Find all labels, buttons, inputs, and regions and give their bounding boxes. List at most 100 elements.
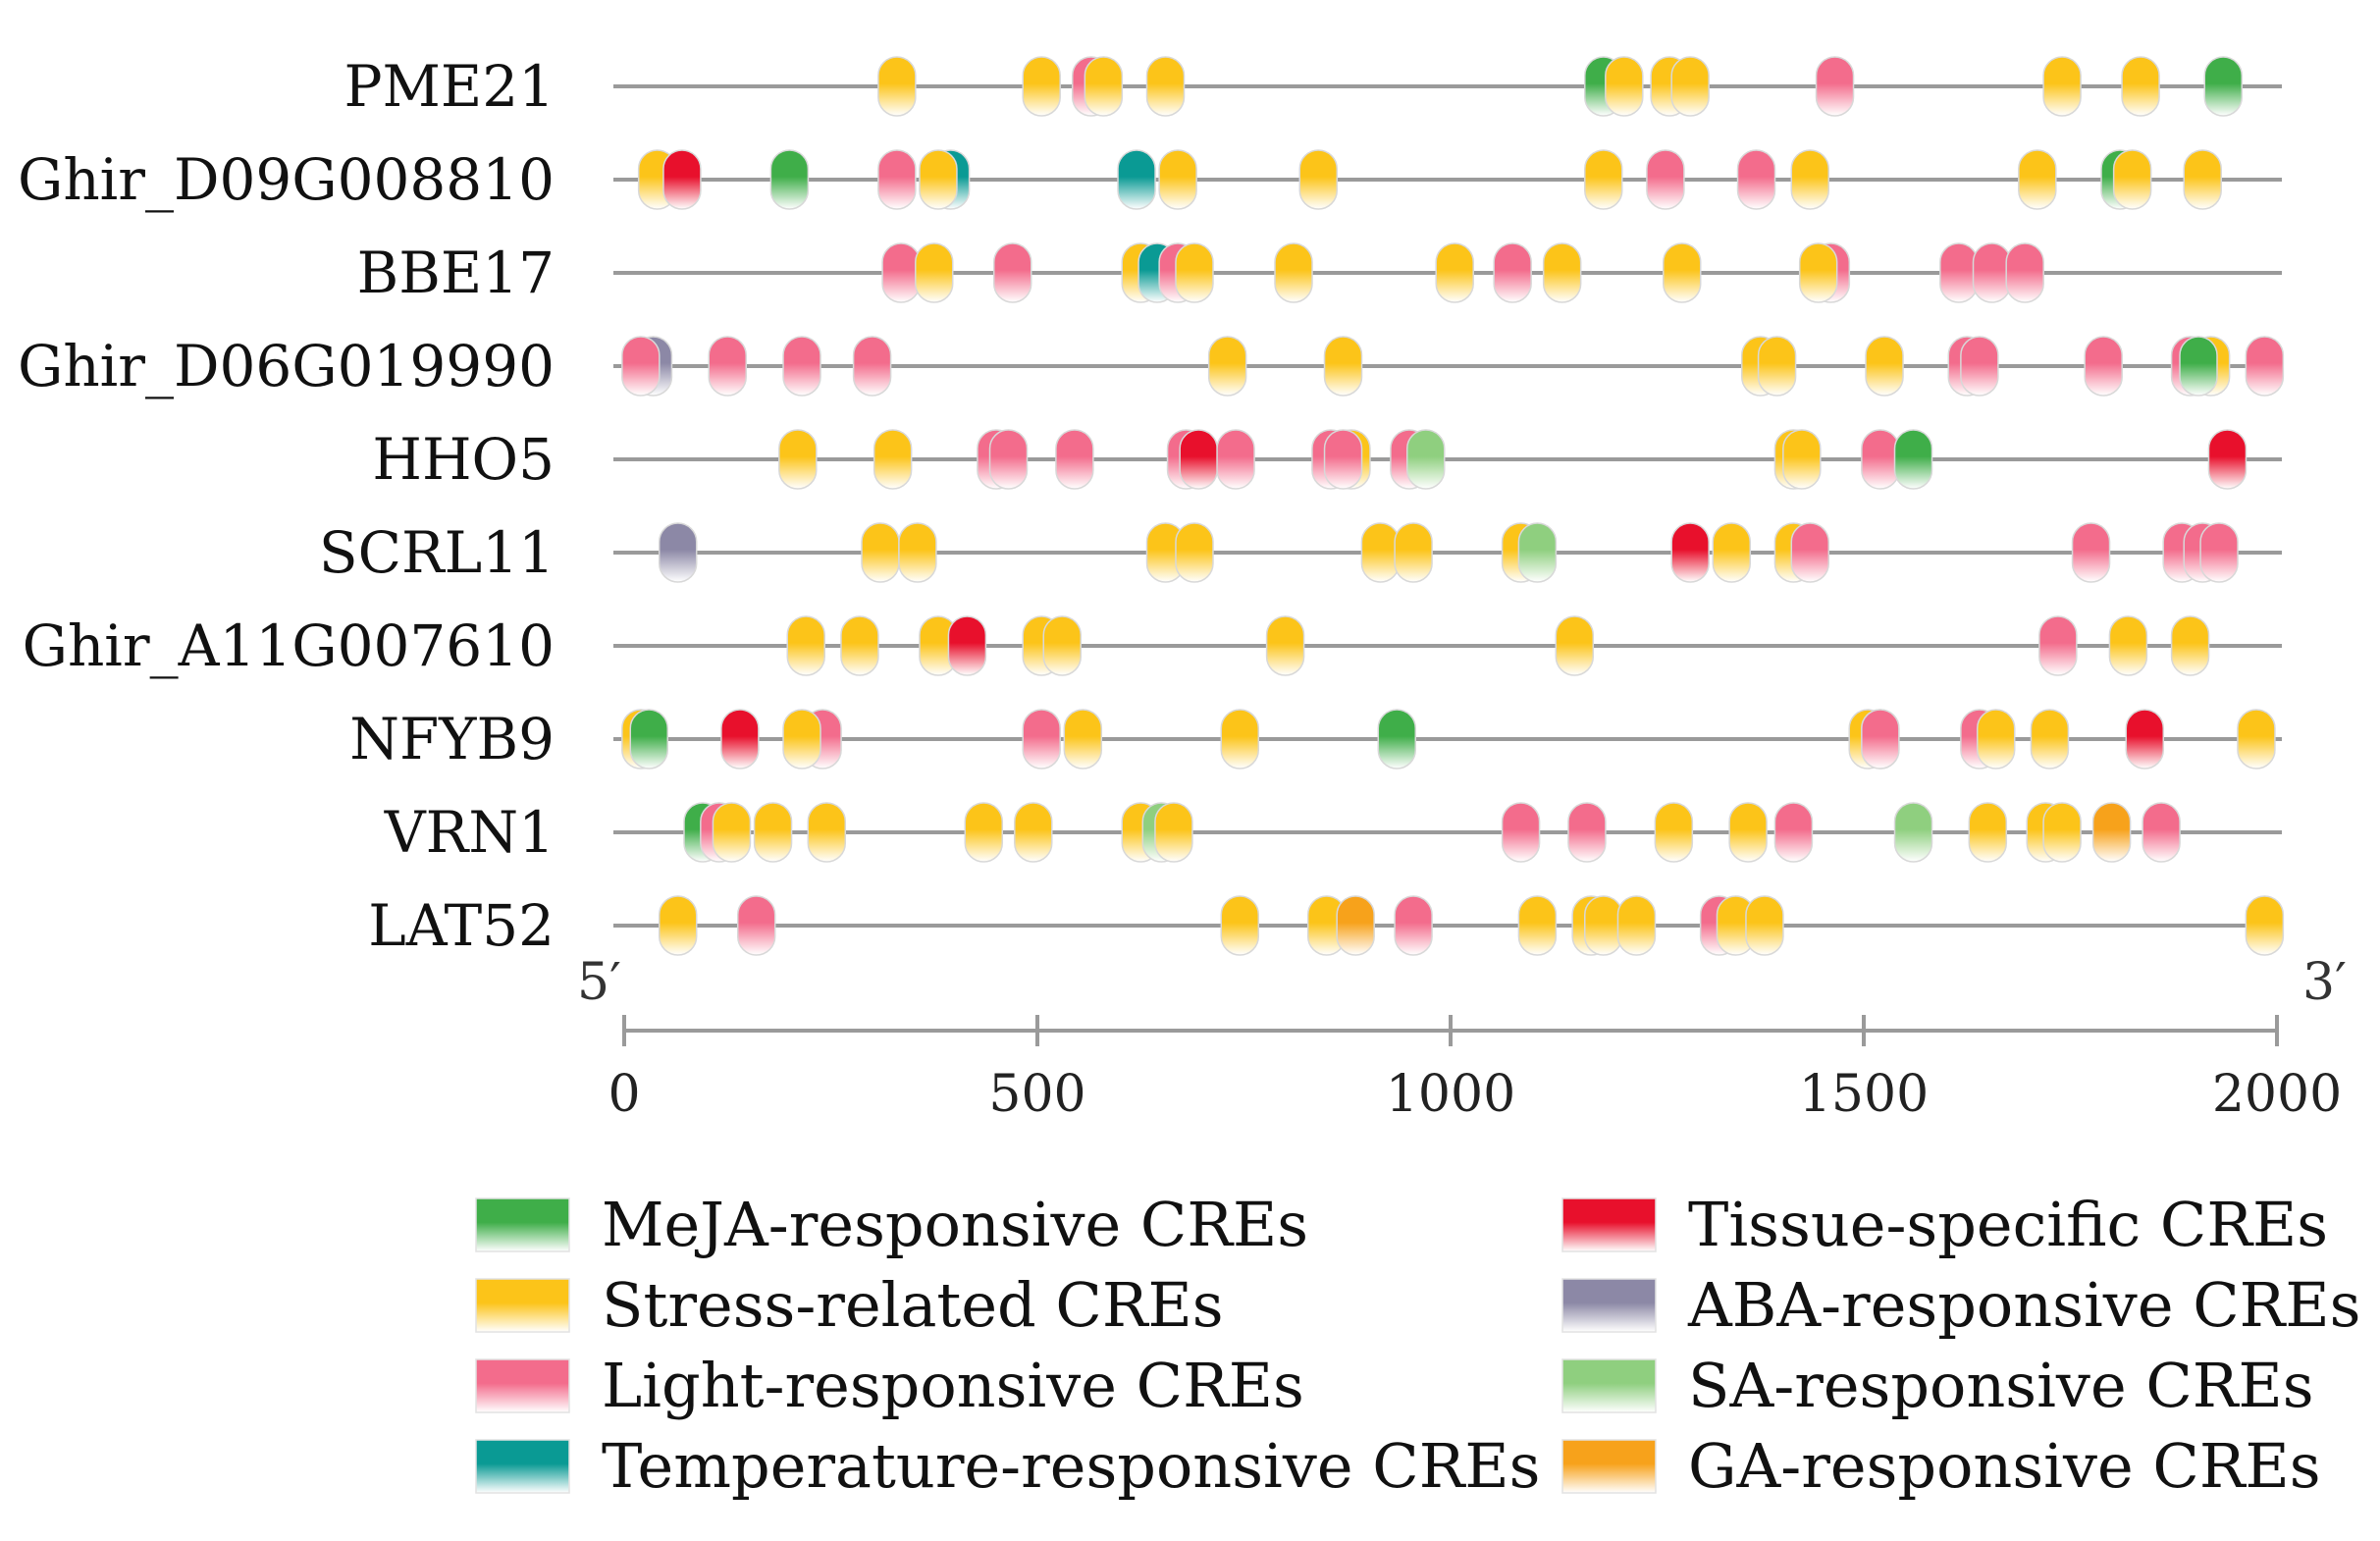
legend-swatch bbox=[1561, 1278, 1657, 1333]
light-cre-marker bbox=[2038, 615, 2078, 676]
stress-cre-marker bbox=[1712, 522, 1752, 583]
light-cre-marker bbox=[881, 242, 921, 303]
stress-cre-marker bbox=[2108, 615, 2148, 676]
legend-swatch bbox=[475, 1439, 570, 1494]
stress-cre-marker bbox=[1154, 802, 1193, 863]
gene-row: BBE17 bbox=[357, 239, 2282, 306]
gene-row: PME21 bbox=[344, 53, 2282, 120]
legend-label: MeJA-responsive CREs bbox=[602, 1189, 1308, 1260]
light-cre-marker bbox=[782, 336, 821, 397]
stress-cre-marker bbox=[1968, 802, 2008, 863]
light-cre-marker bbox=[2245, 336, 2285, 397]
light-cre-marker bbox=[1972, 242, 2012, 303]
sa-cre-marker bbox=[1893, 802, 1933, 863]
legend-item: Stress-related CREs bbox=[475, 1269, 1224, 1341]
stress-cre-marker bbox=[1084, 56, 1124, 117]
light-cre-marker bbox=[1861, 429, 1900, 490]
gene-label: LAT52 bbox=[368, 892, 555, 959]
gene-label: HHO5 bbox=[372, 426, 555, 493]
gene-row: NFYB9 bbox=[349, 706, 2282, 772]
light-cre-marker bbox=[2199, 522, 2239, 583]
legend-item: Tissue-specific CREs bbox=[1561, 1189, 2328, 1260]
light-cre-marker bbox=[2084, 336, 2123, 397]
stress-cre-marker bbox=[1757, 336, 1797, 397]
light-cre-marker bbox=[621, 336, 661, 397]
stress-cre-marker bbox=[1670, 56, 1710, 117]
stress-cre-marker bbox=[2237, 709, 2276, 770]
gene-row: Ghir_D06G019990 bbox=[18, 333, 2285, 399]
light-cre-marker bbox=[1646, 149, 1685, 210]
light-cre-marker bbox=[1790, 522, 1830, 583]
light-cre-marker bbox=[2071, 522, 2111, 583]
light-cre-marker bbox=[1493, 242, 1532, 303]
stress-cre-marker bbox=[1728, 802, 1768, 863]
legend-label: Tissue-specific CREs bbox=[1688, 1189, 2328, 1260]
sa-cre-marker bbox=[1405, 429, 1446, 490]
legend-item: Light-responsive CREs bbox=[475, 1350, 1304, 1421]
ga-cre-marker bbox=[2091, 802, 2132, 863]
legend-label: GA-responsive CREs bbox=[1688, 1430, 2321, 1502]
stress-cre-marker bbox=[1323, 336, 1363, 397]
stress-cre-marker bbox=[1782, 429, 1822, 490]
stress-cre-marker bbox=[1220, 709, 1260, 770]
stress-cre-marker bbox=[1394, 522, 1433, 583]
gene-label: Ghir_A11G007610 bbox=[23, 612, 555, 679]
legend-item: ABA-responsive CREs bbox=[1561, 1269, 2360, 1341]
sa-cre-marker bbox=[1517, 522, 1558, 583]
light-cre-marker bbox=[2005, 242, 2044, 303]
stress-cre-marker bbox=[786, 615, 825, 676]
stress-cre-marker bbox=[2245, 895, 2285, 956]
stress-cre-marker bbox=[1158, 149, 1197, 210]
stress-cre-marker bbox=[861, 522, 900, 583]
tissue-cre-marker bbox=[1179, 429, 1218, 490]
aba-cre-marker bbox=[658, 522, 698, 583]
stress-cre-marker bbox=[1145, 56, 1186, 117]
stress-cre-marker bbox=[2030, 709, 2070, 770]
gene-row: VRN1 bbox=[384, 799, 2282, 866]
stress-cre-marker bbox=[2183, 149, 2222, 210]
stress-cre-marker bbox=[1976, 709, 2016, 770]
stress-cre-marker bbox=[2018, 149, 2057, 210]
tick-label: 500 bbox=[988, 1065, 1085, 1124]
light-cre-marker bbox=[992, 242, 1032, 303]
stress-cre-marker bbox=[1616, 895, 1657, 956]
temp-cre-marker bbox=[1117, 149, 1156, 210]
light-cre-marker bbox=[852, 336, 892, 397]
stress-cre-marker bbox=[1063, 709, 1103, 770]
meja-cre-marker bbox=[2203, 56, 2244, 117]
x-axis: 5′ 3′ 0 500 1000 1500 2000 bbox=[577, 953, 2347, 1124]
legend: MeJA-responsive CREs Stress-related CREs L… bbox=[475, 1189, 2360, 1502]
stress-cre-marker bbox=[1517, 895, 1558, 956]
stress-cre-marker bbox=[1798, 242, 1838, 303]
gene-row: Ghir_D09G008810 bbox=[18, 146, 2282, 213]
tick-label: 1000 bbox=[1386, 1065, 1515, 1124]
tissue-cre-marker bbox=[720, 709, 760, 770]
stress-cre-marker bbox=[840, 615, 879, 676]
stress-cre-marker bbox=[1555, 615, 1595, 676]
gene-label: Ghir_D09G008810 bbox=[18, 146, 555, 213]
legend-label: Stress-related CREs bbox=[602, 1269, 1224, 1341]
light-cre-marker bbox=[1216, 429, 1255, 490]
stress-cre-marker bbox=[1207, 336, 1247, 397]
stress-cre-marker bbox=[712, 802, 752, 863]
stress-cre-marker bbox=[782, 709, 821, 770]
stress-cre-marker bbox=[1298, 149, 1339, 210]
legend-swatch bbox=[475, 1358, 570, 1413]
stress-cre-marker bbox=[2121, 56, 2160, 117]
light-cre-marker bbox=[1960, 336, 1999, 397]
stress-cre-marker bbox=[1605, 56, 1644, 117]
gene-row: HHO5 bbox=[372, 426, 2282, 493]
legend-swatch bbox=[1561, 1358, 1657, 1413]
stress-cre-marker bbox=[1360, 522, 1401, 583]
legend-item: MeJA-responsive CREs bbox=[475, 1189, 1308, 1260]
stress-cre-marker bbox=[919, 149, 958, 210]
stress-cre-marker bbox=[873, 429, 913, 490]
light-cre-marker bbox=[1736, 149, 1776, 210]
light-cre-marker bbox=[988, 429, 1029, 490]
stress-cre-marker bbox=[1584, 149, 1623, 210]
meja-cre-marker bbox=[2179, 336, 2218, 397]
stress-cre-marker bbox=[1175, 242, 1214, 303]
tick-label: 2000 bbox=[2212, 1065, 2342, 1124]
tick-label: 0 bbox=[608, 1065, 640, 1124]
legend-swatch bbox=[475, 1197, 570, 1252]
